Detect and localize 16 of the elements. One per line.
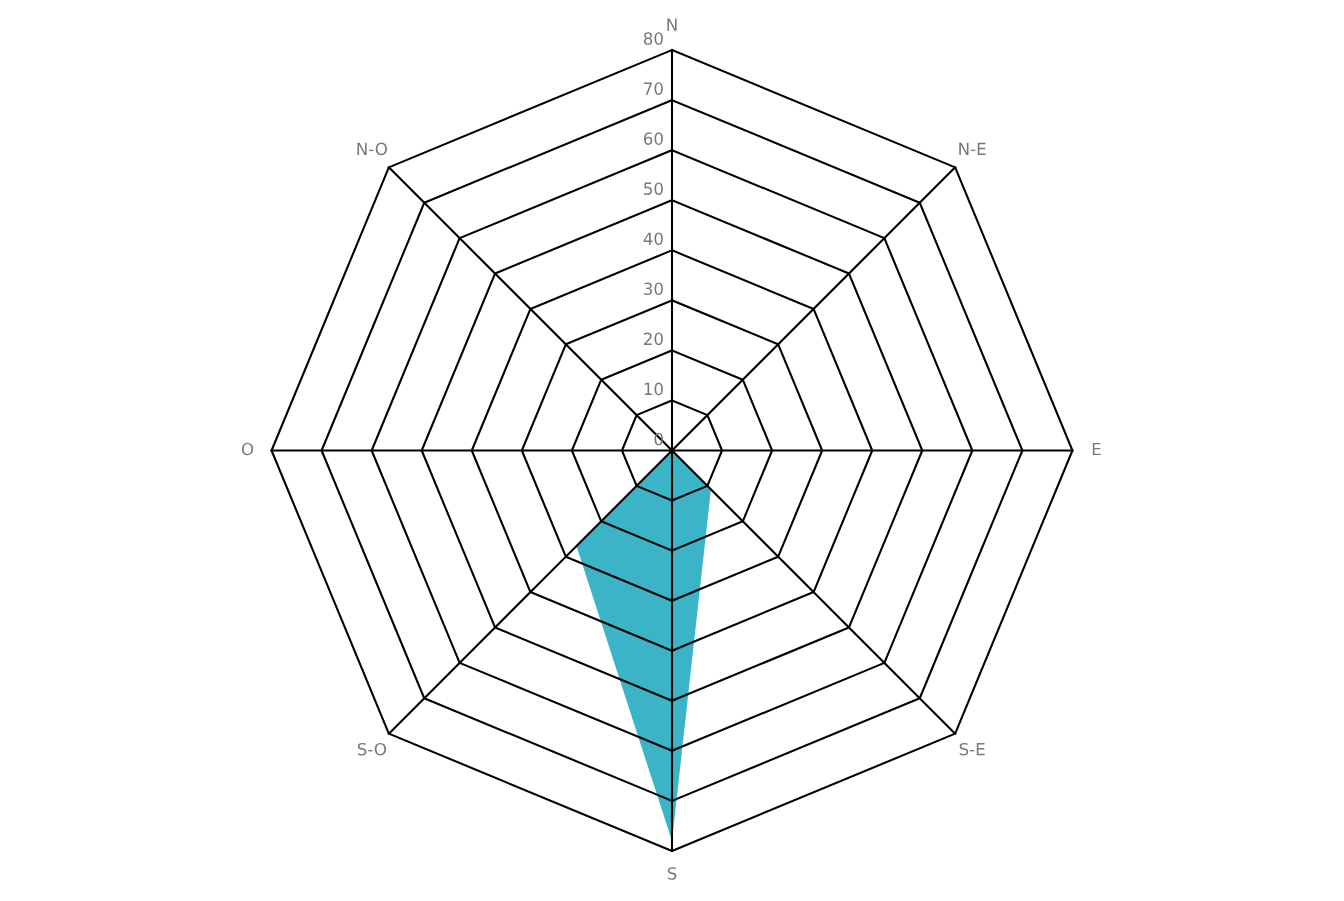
y-tick-label: 30 bbox=[644, 282, 663, 296]
spoke-label: N-E bbox=[959, 142, 986, 155]
y-tick-label: 50 bbox=[644, 182, 663, 195]
spoke-label: N bbox=[667, 18, 677, 31]
spoke-label: S bbox=[667, 867, 677, 880]
y-tick-label: 60 bbox=[643, 132, 663, 145]
spoke-label: S-O bbox=[357, 742, 386, 756]
spoke-label: S-E bbox=[959, 742, 985, 756]
spoke-label: N-O bbox=[357, 142, 387, 156]
spoke-label: O bbox=[241, 442, 254, 456]
y-tick-label: 70 bbox=[644, 82, 663, 95]
y-tick-label: 20 bbox=[644, 332, 663, 346]
y-tick-label: 10 bbox=[644, 382, 663, 396]
y-tick-label: 40 bbox=[643, 232, 663, 246]
spoke-label: E bbox=[1092, 442, 1101, 456]
y-tick-label: 80 bbox=[643, 32, 663, 45]
